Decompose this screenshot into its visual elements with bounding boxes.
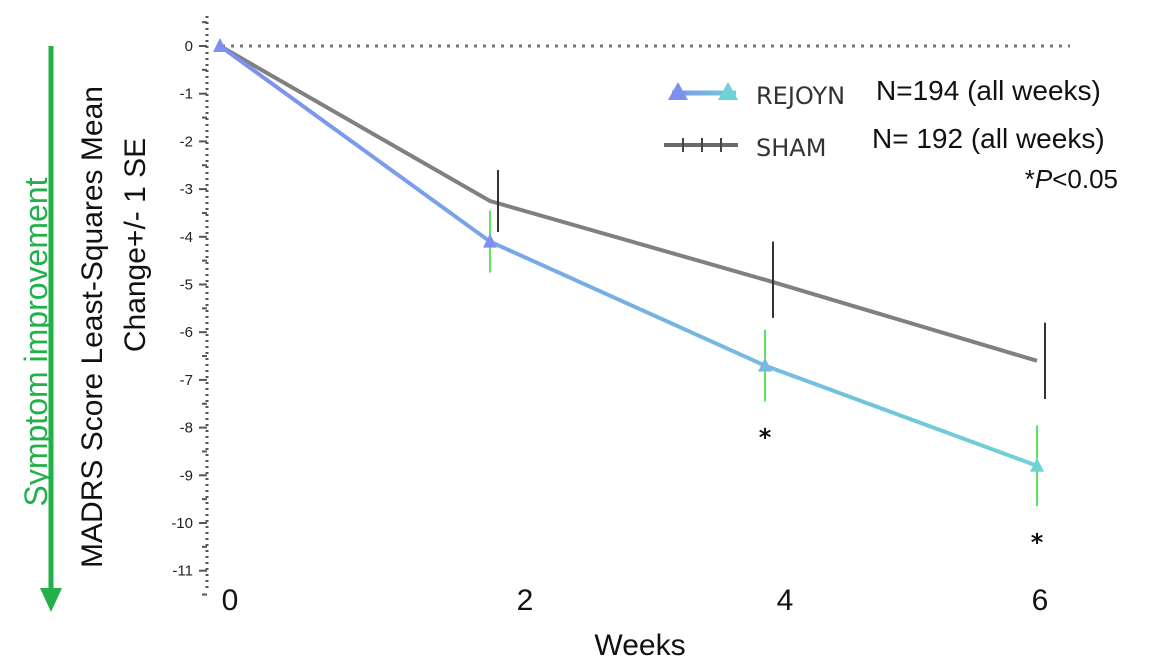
rejoyn-point (758, 357, 772, 372)
legend-sham-label: SHAM (756, 134, 826, 162)
significance-star: * (1031, 528, 1044, 556)
y-axis-title-line1: MADRS Score Least-Squares Mean (76, 86, 109, 568)
y-tick-label: -9 (180, 467, 193, 484)
y-tick-label: -10 (171, 515, 193, 532)
legend-rejoyn-n: N=194 (all weeks) (876, 75, 1101, 106)
y-tick-label: -3 (180, 181, 193, 198)
y-tick-label: -7 (180, 372, 193, 389)
x-tick-label: 4 (777, 584, 794, 617)
legend-sham-n: N= 192 (all weeks) (872, 123, 1105, 154)
x-axis: 0 2 4 6 (222, 584, 1049, 617)
y-tick-label: -4 (180, 229, 193, 246)
improvement-indicator: Symptom improvement (18, 46, 62, 612)
y-tick-label: -8 (180, 420, 193, 437)
legend: REJOYN N=194 (all weeks) SHAM N= 192 (al… (664, 75, 1118, 194)
series-rejoyn-line (218, 44, 1038, 468)
y-axis-title-line2: Change+/- 1 SE (119, 138, 152, 352)
legend-rejoyn-label: REJOYN (756, 82, 845, 110)
y-tick-label: -2 (180, 133, 193, 150)
x-axis-title: Weeks (594, 629, 685, 662)
legend-item-rejoyn: REJOYN N=194 (all weeks) (668, 75, 1101, 110)
sig-note-prefix: * (1025, 164, 1035, 194)
legend-rejoyn-marker-right (718, 82, 738, 100)
y-tick-label: -1 (180, 86, 193, 103)
y-tick-label: -6 (180, 324, 193, 341)
x-tick-label: 0 (222, 584, 239, 617)
y-tick-label: -11 (172, 563, 193, 580)
rejoyn-point (213, 38, 227, 52)
symptom-improvement-label: Symptom improvement (18, 177, 54, 506)
significance-note: *P<0.05 (1025, 164, 1118, 194)
rejoyn-point (483, 233, 497, 248)
series-layer (213, 38, 1046, 507)
sig-note-suffix: <0.05 (1052, 164, 1118, 194)
x-tick-label: 6 (1032, 584, 1049, 617)
legend-rejoyn-marker-left (668, 82, 688, 100)
y-axis: 0 -1 -2 -3 -4 -5 -6 -7 -8 -9 -10 -11 (171, 16, 209, 596)
y-tick-label: -5 (180, 277, 193, 294)
series-sham-line (219, 44, 1038, 363)
legend-item-sham: SHAM N= 192 (all weeks) (664, 123, 1105, 162)
sig-note-italic: P (1035, 164, 1053, 194)
x-tick-label: 2 (517, 584, 534, 617)
rejoyn-point (1030, 457, 1044, 472)
significance-star: * (759, 423, 772, 451)
improvement-arrowhead (40, 588, 62, 612)
y-tick-label: 0 (185, 38, 193, 55)
significance-markers: ** (759, 423, 1044, 556)
